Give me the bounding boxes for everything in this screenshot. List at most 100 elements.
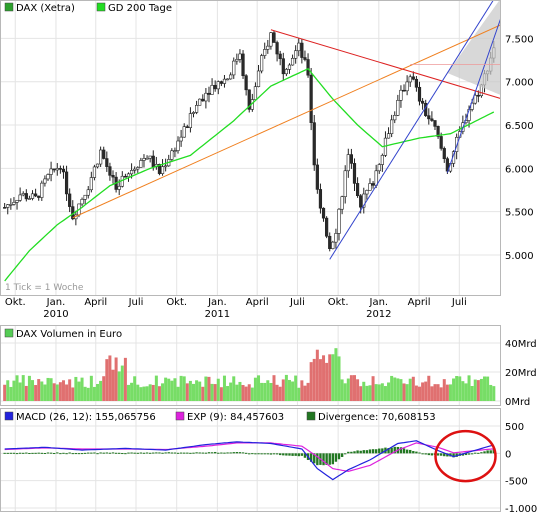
legend-swatch-gd200 xyxy=(96,2,106,12)
volume-bar xyxy=(322,355,326,401)
divergence-bar xyxy=(328,453,331,465)
divergence-bar xyxy=(427,453,430,456)
candle-body xyxy=(83,194,87,200)
divergence-bar xyxy=(56,452,59,454)
candle-body xyxy=(380,155,384,165)
candle-body xyxy=(393,115,397,121)
candle-body xyxy=(337,208,341,234)
volume-bar xyxy=(18,382,22,401)
divergence-bar xyxy=(71,453,74,455)
candle-body xyxy=(86,189,90,196)
candle-body xyxy=(421,100,425,104)
divergence-bar xyxy=(6,452,9,454)
macd-y-tick-label: -1.000 xyxy=(505,504,537,514)
volume-bar xyxy=(448,384,452,401)
divergence-bar xyxy=(235,452,239,454)
volume-bar xyxy=(414,385,418,401)
macd-line xyxy=(4,440,494,481)
divergence-bar xyxy=(65,453,68,455)
divergence-bar xyxy=(93,452,96,454)
candle-body xyxy=(129,170,134,175)
volume-bar xyxy=(411,376,415,401)
candle-body xyxy=(198,98,202,106)
volume-bar xyxy=(306,382,310,401)
divergence-bar xyxy=(353,451,356,454)
divergence-bar xyxy=(87,452,90,454)
candle-body xyxy=(95,163,100,168)
candle-body xyxy=(201,98,205,102)
volume-bar xyxy=(195,380,199,401)
divergence-bar xyxy=(415,451,418,454)
volume-bar xyxy=(405,384,409,401)
divergence-bar xyxy=(409,449,412,454)
volume-bar xyxy=(396,378,400,401)
volume-bar xyxy=(204,376,208,401)
price-panel-frame xyxy=(0,0,501,296)
divergence-bar xyxy=(114,452,118,454)
volume-bar xyxy=(210,383,214,401)
volume-bar xyxy=(216,378,220,401)
divergence-bar xyxy=(365,450,369,454)
candle-body xyxy=(284,69,288,75)
macd-panel-frame xyxy=(0,408,501,512)
divergence-bar xyxy=(83,452,87,454)
x-tick-label: Jan. xyxy=(46,297,66,308)
candle-body xyxy=(213,85,217,90)
candle-body xyxy=(427,115,431,120)
divergence-bar xyxy=(248,453,251,455)
x-tick-label: Jan. xyxy=(207,297,227,308)
candle-body xyxy=(204,92,208,102)
candle-body xyxy=(290,57,295,66)
volume-bar xyxy=(421,382,425,401)
volume-layer xyxy=(3,348,496,401)
divergence-bar xyxy=(127,452,130,454)
divergence-bar xyxy=(282,453,285,456)
divergence-bar xyxy=(148,452,152,454)
candle-body xyxy=(229,74,233,80)
divergence-bar xyxy=(90,452,93,454)
divergence-bar xyxy=(313,453,316,464)
volume-bar xyxy=(278,386,282,401)
divergence-bar xyxy=(213,451,217,454)
divergence-bar xyxy=(176,452,180,454)
y-tick-label: 6.000 xyxy=(505,164,534,175)
candle-body xyxy=(253,86,258,100)
volume-bar xyxy=(192,383,196,401)
candle-body xyxy=(126,173,131,178)
volume-bar xyxy=(15,375,19,401)
legend-swatch-volume xyxy=(4,328,14,338)
volume-bar xyxy=(99,380,103,401)
divergence-bar xyxy=(374,449,378,454)
divergence-bar xyxy=(124,453,127,455)
divergence-bar xyxy=(25,452,28,454)
volume-bar xyxy=(74,376,78,401)
divergence-bar xyxy=(226,452,229,454)
divergence-bar xyxy=(121,453,124,455)
volume-bar xyxy=(157,386,161,401)
volume-bar xyxy=(244,386,248,401)
divergence-bar xyxy=(470,453,474,455)
volume-bar xyxy=(470,386,474,401)
candle-body xyxy=(37,195,41,198)
divergence-bar xyxy=(136,452,139,454)
candle-body xyxy=(80,199,84,205)
volume-bar xyxy=(185,383,189,401)
volume-bar xyxy=(266,380,270,401)
volume-bar xyxy=(77,381,81,401)
volume-y-tick-label: 20Mrd xyxy=(505,368,537,379)
volume-bar xyxy=(275,384,279,401)
volume-bar xyxy=(257,375,261,401)
volume-bar xyxy=(241,385,245,401)
candle-body xyxy=(182,126,186,138)
volume-bar xyxy=(136,384,140,401)
divergence-bar xyxy=(183,452,186,454)
candle-body xyxy=(256,70,261,87)
volume-bar xyxy=(40,381,44,401)
divergence-bar xyxy=(133,452,136,454)
candle-body xyxy=(377,164,381,172)
divergence-bar xyxy=(297,453,300,457)
divergence-bar xyxy=(483,451,486,454)
volume-bar xyxy=(377,384,381,401)
tick-note: 1 Tick = 1 Woche xyxy=(5,283,84,293)
volume-bar xyxy=(476,380,480,401)
